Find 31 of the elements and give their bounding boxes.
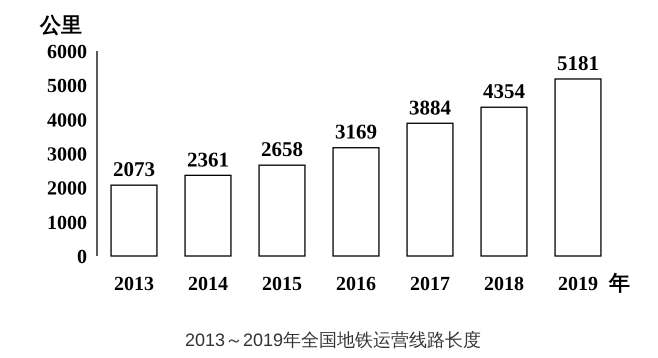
y-tick-label: 0 <box>77 246 87 268</box>
bar <box>554 78 602 257</box>
data-label: 2658 <box>261 137 303 162</box>
y-tick-label: 4000 <box>47 109 87 132</box>
x-tick-label: 2014 <box>188 273 228 295</box>
bar <box>406 122 454 257</box>
data-label: 3884 <box>409 95 452 120</box>
data-label: 4354 <box>483 79 526 104</box>
bar <box>110 184 158 257</box>
bar <box>480 106 528 257</box>
y-tick-label: 1000 <box>47 212 87 234</box>
data-label: 2361 <box>187 147 229 172</box>
data-label: 2073 <box>113 157 155 182</box>
x-tick-label: 2018 <box>484 273 524 295</box>
y-tick-label: 6000 <box>47 41 87 63</box>
data-label: 3169 <box>335 120 377 144</box>
bar <box>258 164 306 257</box>
y-tick-label: 3000 <box>47 144 87 166</box>
data-label: 5181 <box>557 50 599 75</box>
x-tick-label: 2019 <box>558 273 598 295</box>
x-tick-label: 2015 <box>262 273 302 295</box>
x-tick-label: 2017 <box>410 273 450 295</box>
x-tick-label: 2016 <box>336 273 376 295</box>
y-tick-label: 2000 <box>47 178 87 200</box>
x-axis-title: 年 <box>608 271 630 295</box>
y-axis-title: 公里 <box>39 13 82 37</box>
x-tick-label: 2013 <box>114 273 154 295</box>
y-tick-label: 5000 <box>47 75 87 98</box>
bar <box>184 174 232 257</box>
text: 2013～2019年全国地铁运营线路长度 <box>184 330 482 350</box>
bar <box>332 147 380 257</box>
